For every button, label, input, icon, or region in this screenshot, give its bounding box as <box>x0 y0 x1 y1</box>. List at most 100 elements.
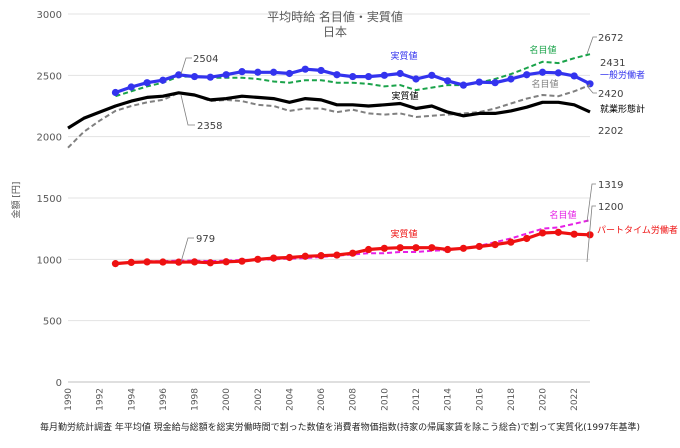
series-1-point-1993 <box>111 88 120 97</box>
series-line-3 <box>67 91 591 130</box>
series-1-point-2017 <box>491 79 499 87</box>
series-1-point-2009 <box>364 72 373 81</box>
series-1-point-2000 <box>222 71 230 79</box>
series-1-point-2004 <box>285 69 294 78</box>
series-line-2 <box>67 84 591 149</box>
chart-title: 平均時給 名目値・実質値 <box>267 9 403 24</box>
y-tick-2000: 2000 <box>37 133 62 144</box>
series-1-point-2008 <box>349 72 357 81</box>
label-total-group: 就業形態計 <box>600 103 645 115</box>
series-5-point-2017 <box>491 241 499 249</box>
y-tick-500: 500 <box>43 317 62 328</box>
series-1-point-1997 <box>175 71 183 79</box>
y-tick-2500: 2500 <box>37 71 62 82</box>
series-5-point-2012 <box>412 244 420 252</box>
x-tick-2020: 2020 <box>539 388 549 411</box>
series-5-point-1993 <box>111 260 120 268</box>
series-5-point-2022 <box>570 230 578 238</box>
series-1-point-2006 <box>317 66 325 75</box>
series-5-point-2019 <box>523 234 531 243</box>
leader-general-start <box>180 57 192 75</box>
label-part-nominal: 名目値 <box>549 209 576 221</box>
series-1-point-2016 <box>475 78 483 86</box>
series-5-point-2018 <box>507 238 515 246</box>
series-5-point-2004 <box>285 253 294 262</box>
leader-part-nominal-end <box>586 183 596 223</box>
x-tick-2004: 2004 <box>285 388 295 411</box>
series-1-point-2007 <box>333 71 341 79</box>
series-1-point-1999 <box>206 73 214 81</box>
x-tick-2016: 2016 <box>475 388 485 411</box>
series-5-point-2014 <box>444 245 452 254</box>
label-part-real: 実質値 <box>390 228 417 240</box>
series-5-point-2001 <box>238 257 246 265</box>
y-tick-3000: 3000 <box>37 10 62 21</box>
series-5-point-2007 <box>333 251 341 259</box>
label-total-nominal: 名目値 <box>531 78 558 90</box>
annotation-total-real-end: 2202 <box>598 126 623 137</box>
series-line-1 <box>114 67 591 95</box>
series-5-point-1996 <box>159 258 167 266</box>
series-5-point-2002 <box>254 255 262 263</box>
y-axis-label: 金額 [円] <box>10 182 22 219</box>
x-tick-2022: 2022 <box>570 388 580 411</box>
annotation-general-nominal-end: 2672 <box>598 33 623 44</box>
series-1-point-2019 <box>523 71 531 79</box>
series-1-point-2015 <box>459 81 468 89</box>
label-general-group: 一般労働者 <box>600 69 645 81</box>
series-1-point-2020 <box>538 68 547 76</box>
series-1-point-1995 <box>143 79 151 87</box>
series-1-point-1998 <box>190 72 199 81</box>
annotation-general-real-end: 2431 <box>600 58 625 69</box>
series-5-point-2008 <box>349 249 357 257</box>
series-1-point-2014 <box>444 77 452 85</box>
y-tick-1500: 1500 <box>37 194 62 205</box>
series-1-point-2001 <box>238 68 246 76</box>
x-tick-2018: 2018 <box>507 388 517 411</box>
label-general-nominal: 名目値 <box>529 44 556 56</box>
series-1-point-1994 <box>127 83 135 91</box>
label-general-real: 実質値 <box>390 50 417 62</box>
annotation-part-nominal-end: 1319 <box>598 180 623 191</box>
grid-lines <box>68 13 590 383</box>
footnote: 毎月勤労統計調査 年平均値 現金給与総額を総実労働時間で割った数値を消費者物価指… <box>40 421 640 433</box>
series-1-point-2012 <box>412 75 420 83</box>
series-1-point-2018 <box>507 75 515 83</box>
label-part-group: パートタイム労働者 <box>597 224 678 236</box>
x-tick-2000: 2000 <box>222 388 232 411</box>
series-5-point-2013 <box>428 244 436 252</box>
series-5-point-1994 <box>127 258 135 266</box>
y-tick-1000: 1000 <box>37 255 62 266</box>
series-5-point-2016 <box>475 242 483 251</box>
x-tick-2012: 2012 <box>412 388 422 411</box>
series-1-point-2010 <box>380 71 388 79</box>
y-axis-ticks: 0 500 1000 1500 2000 2500 3000 <box>37 10 62 389</box>
leader-part-start <box>180 237 194 263</box>
x-tick-2010: 2010 <box>380 388 390 411</box>
series-5-point-2010 <box>380 244 388 252</box>
series-5-point-2005 <box>301 252 309 260</box>
series-5-point-2000 <box>222 258 230 266</box>
leader-total-start <box>180 94 195 126</box>
series-5-point-1997 <box>175 258 183 266</box>
annotation-part-start: 979 <box>196 234 215 245</box>
y-tick-0: 0 <box>56 378 62 389</box>
series-5-point-2020 <box>538 229 547 237</box>
x-tick-1992: 1992 <box>96 388 106 411</box>
annotation-total-nominal-end: 2420 <box>598 89 623 100</box>
series-5-point-2015 <box>459 244 468 252</box>
series-5-point-1998 <box>190 258 199 266</box>
x-tick-2008: 2008 <box>349 388 359 411</box>
series-1-point-2021 <box>554 69 562 77</box>
series-5-point-2006 <box>317 252 325 260</box>
x-tick-1994: 1994 <box>127 388 137 411</box>
series-1-point-2005 <box>301 65 309 73</box>
series-5-point-2011 <box>396 244 404 252</box>
leader-general-nominal-end <box>586 36 597 55</box>
series-5-point-2003 <box>270 254 278 262</box>
series-5-point-1999 <box>206 259 214 267</box>
chart-subtitle: 日本 <box>323 25 347 39</box>
series-1-point-1996 <box>159 76 167 84</box>
series-5-point-1995 <box>143 258 151 266</box>
